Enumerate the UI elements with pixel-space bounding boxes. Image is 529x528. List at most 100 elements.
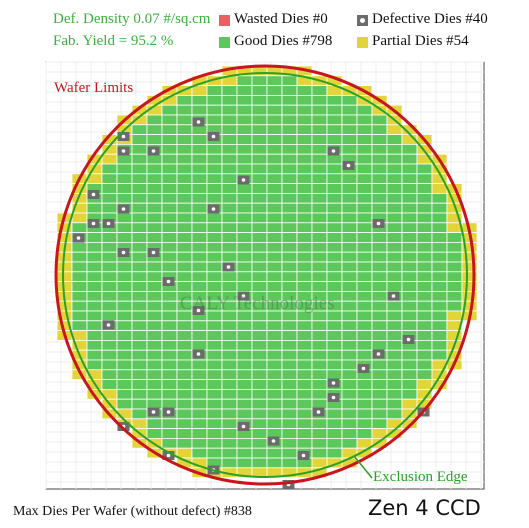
good-die bbox=[341, 143, 358, 155]
good-die bbox=[386, 241, 403, 253]
good-die bbox=[191, 163, 208, 175]
good-die bbox=[266, 251, 283, 263]
good-die bbox=[341, 408, 358, 420]
good-die bbox=[356, 104, 373, 116]
good-die bbox=[146, 281, 163, 292]
good-die bbox=[311, 104, 328, 116]
good-die bbox=[71, 281, 88, 292]
good-die bbox=[401, 388, 418, 400]
good-die bbox=[341, 320, 358, 331]
good-die bbox=[176, 183, 193, 194]
good-die bbox=[236, 124, 253, 136]
good-die bbox=[161, 428, 178, 439]
good-die bbox=[221, 359, 238, 371]
good-die bbox=[251, 153, 268, 165]
good-die bbox=[431, 192, 448, 204]
good-die bbox=[191, 408, 208, 420]
good-die bbox=[176, 153, 193, 165]
good-die bbox=[176, 261, 193, 273]
legend-partial-label: Partial Dies #54 bbox=[372, 33, 469, 49]
good-die bbox=[221, 202, 238, 214]
good-die bbox=[431, 261, 448, 273]
good-die bbox=[341, 428, 358, 439]
good-die bbox=[371, 369, 388, 380]
max-dies-label: Max Dies Per Wafer (without defect) #838 bbox=[13, 504, 252, 519]
good-die bbox=[356, 114, 373, 126]
good-die bbox=[116, 153, 133, 165]
good-die bbox=[146, 290, 163, 302]
good-die bbox=[131, 222, 148, 234]
good-die bbox=[131, 134, 148, 145]
good-die bbox=[281, 222, 298, 234]
good-die bbox=[371, 330, 388, 341]
good-die bbox=[311, 330, 328, 341]
good-die bbox=[266, 408, 283, 420]
good-die bbox=[131, 379, 148, 390]
defect-dot bbox=[301, 453, 306, 458]
good-die bbox=[431, 241, 448, 253]
good-die bbox=[206, 241, 223, 253]
good-die bbox=[221, 457, 238, 469]
good-die bbox=[191, 437, 208, 449]
good-die bbox=[191, 222, 208, 234]
good-die bbox=[341, 349, 358, 361]
good-die bbox=[326, 232, 343, 243]
good-die bbox=[326, 271, 343, 282]
good-die bbox=[251, 173, 268, 185]
good-die bbox=[416, 163, 433, 175]
good-die bbox=[146, 418, 163, 429]
good-die bbox=[251, 369, 268, 380]
good-die bbox=[296, 124, 313, 136]
good-die bbox=[296, 241, 313, 253]
defect-dot bbox=[91, 192, 96, 197]
good-die bbox=[281, 388, 298, 400]
good-die bbox=[281, 339, 298, 351]
good-die bbox=[341, 202, 358, 214]
partial-die bbox=[101, 153, 118, 165]
good-die bbox=[131, 281, 148, 292]
good-die bbox=[131, 408, 148, 420]
good-die bbox=[371, 173, 388, 185]
good-die bbox=[401, 290, 418, 302]
good-die bbox=[206, 212, 223, 224]
good-die bbox=[296, 153, 313, 165]
good-die bbox=[146, 212, 163, 224]
good-die bbox=[146, 134, 163, 145]
good-die bbox=[86, 300, 103, 312]
good-die bbox=[266, 114, 283, 126]
partial-die bbox=[386, 124, 403, 136]
good-die bbox=[296, 369, 313, 380]
defect-dot bbox=[121, 207, 126, 211]
good-die bbox=[266, 173, 283, 185]
good-die bbox=[251, 428, 268, 439]
good-die bbox=[131, 163, 148, 175]
good-die bbox=[296, 320, 313, 331]
good-die bbox=[71, 310, 88, 322]
good-die bbox=[446, 261, 463, 273]
good-die bbox=[266, 212, 283, 224]
good-die bbox=[131, 232, 148, 243]
good-die bbox=[191, 339, 208, 351]
good-die bbox=[341, 134, 358, 145]
good-die bbox=[161, 388, 178, 400]
good-die bbox=[236, 143, 253, 155]
good-die bbox=[236, 241, 253, 253]
good-die bbox=[236, 114, 253, 126]
good-die bbox=[281, 114, 298, 126]
good-die bbox=[416, 261, 433, 273]
partial-die bbox=[56, 271, 73, 282]
good-die bbox=[326, 369, 343, 380]
good-die bbox=[281, 95, 298, 106]
good-die bbox=[236, 261, 253, 273]
good-die bbox=[146, 232, 163, 243]
good-die bbox=[251, 222, 268, 234]
good-die bbox=[131, 192, 148, 204]
good-die bbox=[146, 173, 163, 185]
good-die bbox=[161, 330, 178, 341]
good-die bbox=[236, 457, 253, 469]
defect-dot bbox=[316, 410, 321, 414]
good-die bbox=[266, 75, 283, 87]
good-die bbox=[356, 379, 373, 390]
die-grid bbox=[56, 65, 478, 478]
good-die bbox=[116, 330, 133, 341]
